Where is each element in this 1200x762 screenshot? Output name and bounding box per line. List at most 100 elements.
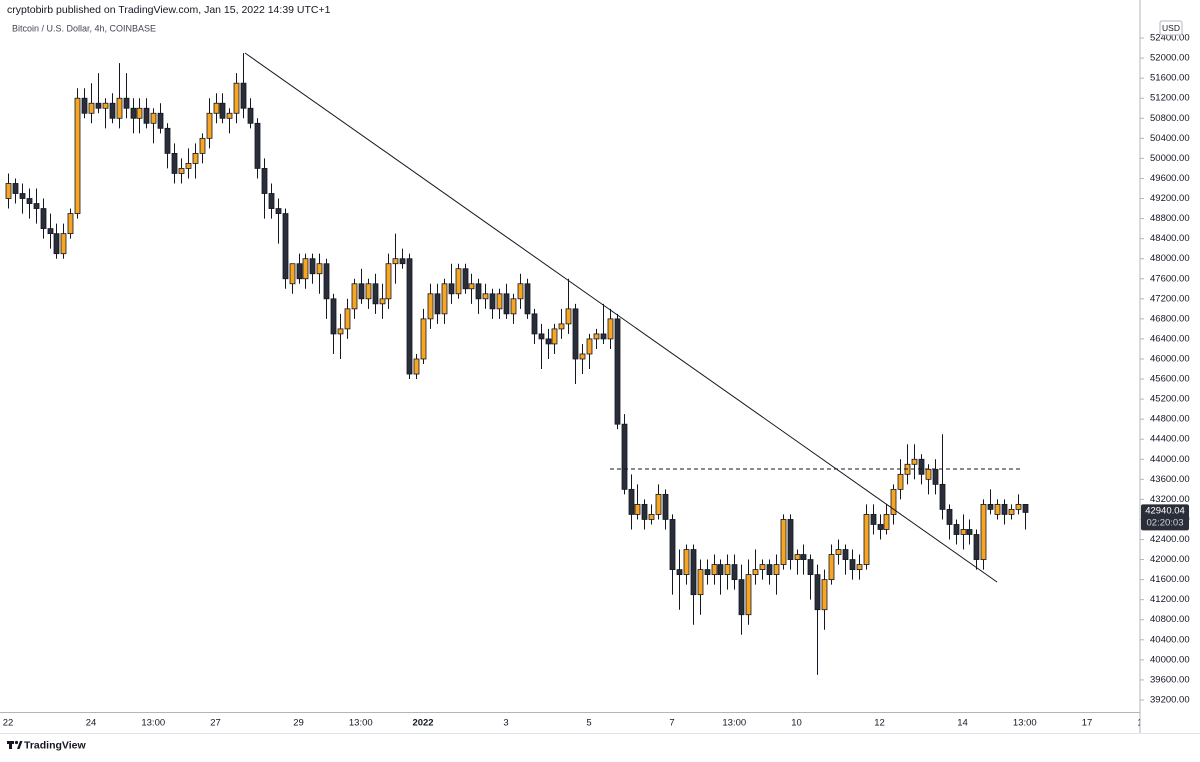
- chart-title: Bitcoin / U.S. Dollar, 4h, COINBASE: [12, 23, 156, 33]
- x-tick-label: 13:00: [141, 718, 165, 729]
- candle-body: [697, 569, 704, 596]
- candle-body: [130, 107, 137, 119]
- candle-body: [711, 564, 718, 576]
- candle-body: [337, 328, 344, 335]
- candle-body: [351, 283, 358, 310]
- candle-body: [745, 574, 752, 616]
- candle-body: [109, 102, 116, 119]
- candle-body: [1008, 509, 1015, 515]
- y-tick-label: 51200.00: [1150, 93, 1190, 104]
- y-tick-label: 39600.00: [1150, 674, 1190, 685]
- candle-body: [330, 298, 337, 335]
- candle-body: [164, 127, 171, 154]
- candle-body: [807, 559, 814, 576]
- y-tick-label: 46000.00: [1150, 353, 1190, 364]
- candle-body: [88, 102, 95, 114]
- y-tick-label: 46400.00: [1150, 333, 1190, 344]
- countdown: 02:20:03: [1147, 517, 1184, 528]
- candle-body: [233, 82, 240, 114]
- candle-body: [586, 338, 593, 355]
- candle-body: [932, 468, 939, 485]
- candle-body: [814, 574, 821, 611]
- candle-body: [531, 313, 538, 335]
- candle-body: [406, 258, 413, 375]
- candle-body: [268, 193, 275, 209]
- candle-body: [185, 163, 192, 169]
- y-tick-label: 45600.00: [1150, 374, 1190, 385]
- y-tick-label: 42400.00: [1150, 534, 1190, 545]
- candle-body: [427, 293, 434, 320]
- candle-body: [897, 473, 904, 490]
- candle-body: [1022, 504, 1029, 513]
- time-axis: 22 24 13:00 27 29 13:00 2022 3 5 7 13:00 10 12 14 13:0…: [3, 718, 1140, 729]
- candles: [5, 53, 1029, 675]
- candle-body: [372, 283, 379, 305]
- candle-body: [275, 208, 282, 214]
- candle-body: [593, 333, 600, 340]
- candle-body: [33, 203, 40, 209]
- candle-body: [987, 504, 994, 510]
- candle-body: [752, 569, 759, 576]
- candle-body: [870, 514, 877, 525]
- candle-body: [199, 137, 206, 154]
- candle-body: [621, 423, 628, 490]
- candle-body: [517, 283, 524, 300]
- candle-body: [607, 318, 614, 340]
- candle-body: [787, 519, 794, 560]
- y-tick-label: 39200.00: [1150, 694, 1190, 705]
- candle-body: [316, 263, 323, 275]
- candle-body: [759, 564, 766, 570]
- y-tick-label: 49200.00: [1150, 193, 1190, 204]
- header: cryptobirb published on TradingView.com,…: [7, 4, 331, 16]
- x-tick-label: 13:00: [1013, 718, 1037, 729]
- candle-body: [766, 564, 773, 576]
- candle-body: [123, 97, 130, 109]
- candle-body: [524, 283, 531, 315]
- candle-body: [538, 333, 545, 340]
- candle-body: [26, 198, 33, 204]
- candle-body: [572, 308, 579, 360]
- candle-body: [600, 333, 607, 340]
- candle-body: [828, 554, 835, 581]
- y-tick-label: 47200.00: [1150, 293, 1190, 304]
- candle-body: [628, 488, 635, 515]
- candle-body: [448, 283, 455, 295]
- candle-body: [794, 554, 801, 560]
- candle-body: [468, 283, 475, 290]
- candle-body: [724, 564, 731, 576]
- y-tick-label: 41600.00: [1150, 574, 1190, 585]
- x-tick-label: 13:00: [722, 718, 746, 729]
- candle-body: [489, 293, 496, 310]
- candle-body: [213, 102, 220, 114]
- candle-body: [296, 263, 303, 280]
- candle-body: [157, 112, 164, 129]
- candle-body: [856, 564, 863, 570]
- candle-body: [690, 549, 697, 596]
- candle-body: [960, 529, 967, 535]
- candle-body: [47, 228, 54, 235]
- candle-body: [773, 564, 780, 576]
- y-tick-label: 52000.00: [1150, 53, 1190, 64]
- currency-box: [1159, 20, 1183, 36]
- x-tick-label: 5: [586, 718, 591, 729]
- candle-body: [192, 152, 199, 164]
- x-tick-label: 17: [1082, 718, 1093, 729]
- x-tick-label: 10: [791, 718, 802, 729]
- candle-body: [849, 559, 856, 570]
- y-tick-label: 52400.00: [1150, 33, 1190, 44]
- candle-body: [441, 283, 448, 315]
- candle-body: [102, 102, 109, 109]
- candle-body: [282, 213, 289, 280]
- y-tick-label: 48800.00: [1150, 213, 1190, 224]
- x-tick-label: 22: [3, 718, 14, 729]
- candle-body: [648, 514, 655, 520]
- candle-body: [1001, 504, 1008, 515]
- candle-body: [392, 258, 399, 265]
- candle-body: [379, 298, 386, 305]
- candle-body: [994, 504, 1001, 515]
- candle-body: [399, 258, 406, 265]
- candle-body: [19, 193, 26, 199]
- candle-body: [53, 233, 60, 255]
- candle-body: [60, 233, 67, 255]
- x-tick-label: 27: [210, 718, 221, 729]
